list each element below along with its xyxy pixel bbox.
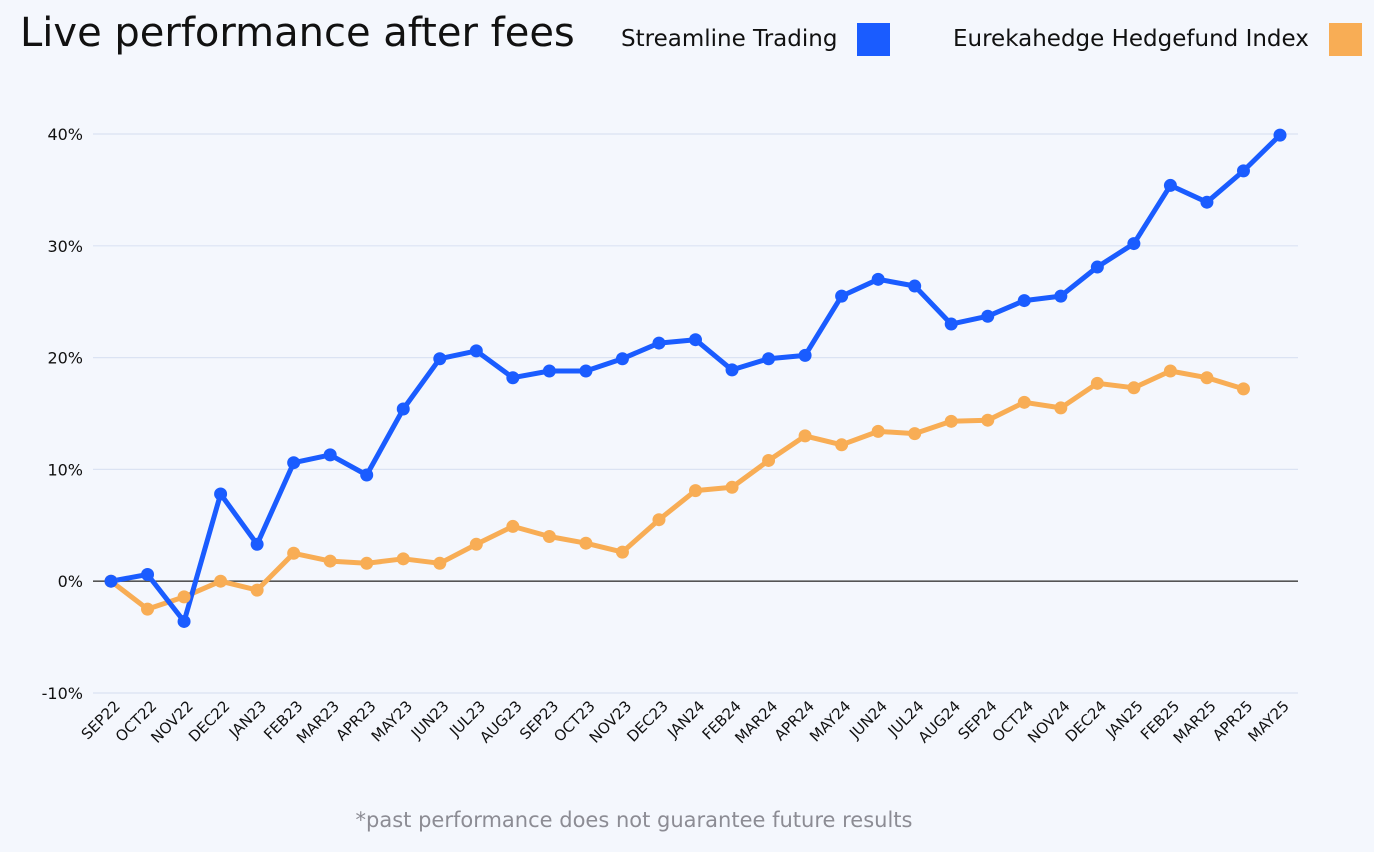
- data-point-streamline: [871, 272, 885, 286]
- series-lines: [108, 132, 1283, 624]
- data-point-eurekahedge: [1200, 371, 1214, 385]
- data-point-streamline: [908, 279, 922, 293]
- data-point-streamline: [944, 317, 958, 331]
- legend-item-eurekahedge: Eurekahedge Hedgefund Index: [953, 22, 1362, 56]
- data-point-eurekahedge: [762, 453, 776, 467]
- y-tick-label: 0%: [58, 572, 83, 591]
- y-tick-label: 20%: [47, 349, 83, 368]
- data-point-eurekahedge: [360, 556, 374, 570]
- data-point-eurekahedge: [871, 424, 885, 438]
- data-point-eurekahedge: [1236, 382, 1250, 396]
- data-point-streamline: [433, 352, 447, 366]
- data-point-eurekahedge: [689, 484, 702, 498]
- data-point-eurekahedge: [506, 519, 520, 533]
- data-point-streamline: [1127, 237, 1141, 251]
- legend-label-streamline: Streamline Trading: [621, 26, 838, 52]
- data-point-streamline: [579, 364, 593, 378]
- data-point-eurekahedge: [908, 427, 922, 441]
- data-point-streamline: [689, 333, 702, 347]
- legend-swatch-eurekahedge: [1328, 22, 1362, 56]
- x-tick-label: JUN23: [407, 697, 453, 743]
- series-points: [104, 128, 1287, 628]
- data-point-eurekahedge: [652, 513, 666, 527]
- data-point-streamline: [762, 352, 776, 366]
- data-point-streamline: [506, 371, 520, 385]
- x-tick-label: JUN24: [845, 697, 891, 743]
- y-axis-ticks: 40% 30% 20% 10% 0% -10%: [42, 125, 83, 703]
- data-point-streamline: [396, 402, 410, 416]
- data-point-eurekahedge: [177, 590, 191, 604]
- data-point-eurekahedge: [323, 554, 337, 568]
- data-point-eurekahedge: [725, 480, 739, 494]
- footnote: *past performance does not guarantee fut…: [355, 808, 913, 832]
- data-point-eurekahedge: [469, 537, 483, 551]
- y-tick-label: 10%: [47, 460, 83, 479]
- data-point-streamline: [177, 614, 191, 628]
- x-tick-label: MAY25: [1245, 697, 1293, 745]
- x-tick-label: DEC22: [185, 697, 234, 746]
- data-point-streamline: [250, 537, 264, 551]
- data-point-eurekahedge: [396, 552, 410, 566]
- data-point-eurekahedge: [1054, 401, 1068, 415]
- data-point-streamline: [542, 364, 556, 378]
- data-point-streamline: [652, 336, 666, 350]
- data-point-streamline: [1017, 294, 1031, 308]
- data-point-streamline: [615, 352, 629, 366]
- data-point-eurekahedge: [542, 529, 556, 543]
- data-point-eurekahedge: [433, 556, 447, 570]
- x-tick-label: JAN25: [1102, 697, 1147, 742]
- data-point-streamline: [287, 456, 301, 470]
- data-point-eurekahedge: [1127, 381, 1141, 395]
- data-point-eurekahedge: [250, 583, 264, 597]
- data-point-eurekahedge: [287, 546, 301, 560]
- data-point-streamline: [360, 468, 374, 482]
- data-point-streamline: [1273, 128, 1287, 142]
- chart-title: Live performance after fees: [20, 10, 575, 56]
- data-point-streamline: [469, 344, 483, 358]
- data-point-streamline: [1163, 178, 1177, 192]
- data-point-eurekahedge: [944, 414, 958, 428]
- x-tick-label: MAY24: [806, 697, 854, 745]
- data-point-streamline: [798, 348, 812, 362]
- data-point-eurekahedge: [579, 536, 593, 550]
- x-tick-label: DEC23: [623, 697, 672, 746]
- x-axis-ticks: SEP22OCT22NOV22DEC22JAN23FEB23MAR23APR23…: [78, 697, 1293, 747]
- data-point-eurekahedge: [214, 574, 228, 588]
- y-tick-label: -10%: [42, 684, 83, 703]
- data-point-streamline: [835, 289, 849, 303]
- legend-label-eurekahedge: Eurekahedge Hedgefund Index: [953, 26, 1309, 52]
- data-point-streamline: [981, 309, 995, 323]
- data-point-eurekahedge: [798, 429, 812, 443]
- x-tick-label: DEC24: [1062, 697, 1111, 746]
- y-tick-label: 30%: [47, 237, 83, 256]
- gridlines: [93, 133, 1298, 694]
- data-point-streamline: [104, 574, 118, 588]
- data-point-streamline: [214, 487, 228, 501]
- x-tick-label: JAN23: [225, 697, 270, 742]
- data-point-eurekahedge: [1163, 364, 1177, 378]
- data-point-streamline: [323, 448, 337, 462]
- series-line-streamline: [108, 132, 1283, 624]
- x-tick-label: MAY23: [368, 697, 416, 745]
- data-point-eurekahedge: [141, 602, 155, 616]
- data-point-streamline: [141, 567, 155, 581]
- data-point-eurekahedge: [835, 438, 849, 452]
- data-point-streamline: [725, 363, 739, 377]
- legend-swatch-streamline: [857, 22, 891, 56]
- data-point-streamline: [1200, 195, 1214, 209]
- data-point-eurekahedge: [981, 413, 995, 427]
- data-point-streamline: [1236, 164, 1250, 178]
- legend-item-streamline: Streamline Trading: [621, 22, 891, 56]
- data-point-eurekahedge: [615, 545, 629, 559]
- y-tick-label: 40%: [47, 125, 83, 144]
- data-point-eurekahedge: [1017, 395, 1031, 409]
- data-point-streamline: [1090, 260, 1104, 274]
- data-point-eurekahedge: [1090, 376, 1104, 390]
- data-point-streamline: [1054, 289, 1068, 303]
- x-tick-label: JAN24: [663, 697, 708, 742]
